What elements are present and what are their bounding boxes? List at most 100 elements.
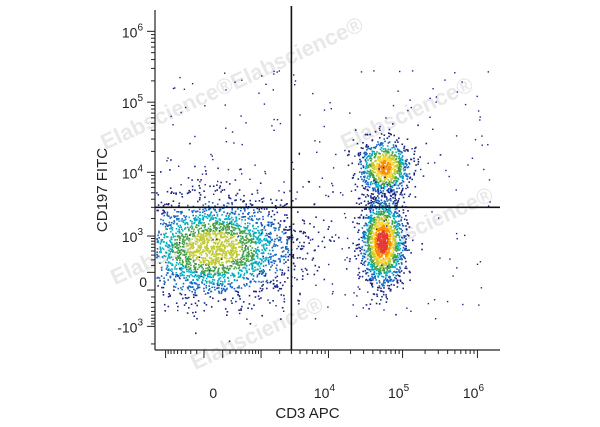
event-point [401, 263, 403, 265]
event-point [165, 274, 168, 276]
event-point [213, 246, 216, 248]
event-point [182, 235, 185, 238]
event-point [236, 236, 239, 238]
event-point [195, 219, 198, 221]
event-point [203, 242, 205, 244]
event-point [260, 281, 263, 283]
event-point [395, 199, 397, 201]
event-point [231, 257, 234, 259]
event-point [400, 161, 402, 163]
event-point [163, 280, 165, 283]
event-point [204, 203, 207, 205]
event-point [371, 266, 374, 268]
event-point [397, 233, 399, 236]
event-point [384, 236, 387, 238]
event-point [368, 221, 370, 224]
event-point [386, 228, 389, 230]
event-point [406, 222, 409, 224]
event-point [224, 279, 226, 281]
event-point [402, 167, 405, 170]
event-point [435, 101, 437, 103]
event-point [213, 283, 215, 285]
event-point [219, 277, 222, 279]
event-point [226, 212, 229, 215]
event-point [297, 299, 299, 302]
event-point [374, 237, 376, 239]
event-point [226, 228, 228, 231]
event-point [247, 246, 249, 248]
event-point [379, 258, 381, 260]
event-point [285, 261, 287, 263]
event-point [359, 247, 362, 250]
event-point [249, 255, 252, 257]
event-point [200, 264, 203, 266]
event-point [203, 274, 205, 276]
event-point [361, 246, 363, 248]
event-point [398, 213, 401, 216]
event-point [185, 277, 187, 279]
event-point [188, 209, 190, 211]
event-point [190, 269, 193, 272]
event-point [370, 229, 372, 232]
event-point [200, 246, 203, 248]
event-point [380, 155, 382, 158]
event-point [214, 260, 217, 262]
event-point [208, 232, 211, 235]
event-point [373, 200, 376, 203]
event-point [189, 247, 191, 250]
event-point [395, 151, 397, 154]
event-point [218, 223, 220, 226]
event-point [210, 217, 213, 219]
event-point [215, 266, 217, 269]
event-point [389, 238, 391, 240]
event-point [399, 170, 401, 172]
event-point [276, 275, 279, 278]
event-point [401, 163, 404, 165]
event-point [316, 151, 318, 153]
event-point [173, 209, 176, 211]
event-point [361, 173, 363, 175]
event-point [364, 253, 366, 255]
event-point [391, 164, 393, 166]
event-point [208, 235, 211, 237]
event-point [205, 248, 207, 250]
event-point [185, 264, 188, 266]
event-point [285, 256, 287, 258]
event-point [176, 261, 178, 264]
event-point [381, 285, 384, 287]
event-point [238, 266, 241, 269]
event-point [230, 247, 233, 249]
event-point [380, 261, 382, 264]
event-point [396, 261, 399, 263]
event-point [380, 175, 383, 178]
event-point [221, 261, 223, 264]
event-point [213, 242, 216, 244]
event-point [227, 283, 229, 285]
event-point [390, 133, 392, 136]
event-point [391, 222, 394, 224]
event-point [367, 275, 370, 277]
event-point [169, 276, 172, 279]
event-point [379, 125, 381, 128]
event-point [177, 305, 179, 308]
event-point [369, 164, 371, 166]
event-point [182, 236, 185, 239]
event-point [384, 152, 387, 155]
event-point [247, 217, 250, 220]
event-point [269, 231, 272, 234]
event-point [228, 196, 230, 199]
event-point [224, 281, 226, 283]
event-point [261, 224, 263, 227]
event-point [371, 240, 374, 243]
event-point [286, 277, 289, 279]
event-point [373, 167, 375, 169]
event-point [366, 244, 369, 247]
event-point [386, 221, 389, 223]
event-point [383, 172, 385, 175]
event-point [371, 273, 373, 276]
event-point [401, 155, 404, 157]
event-point [193, 233, 195, 235]
event-point [388, 263, 390, 266]
event-point [157, 241, 160, 244]
